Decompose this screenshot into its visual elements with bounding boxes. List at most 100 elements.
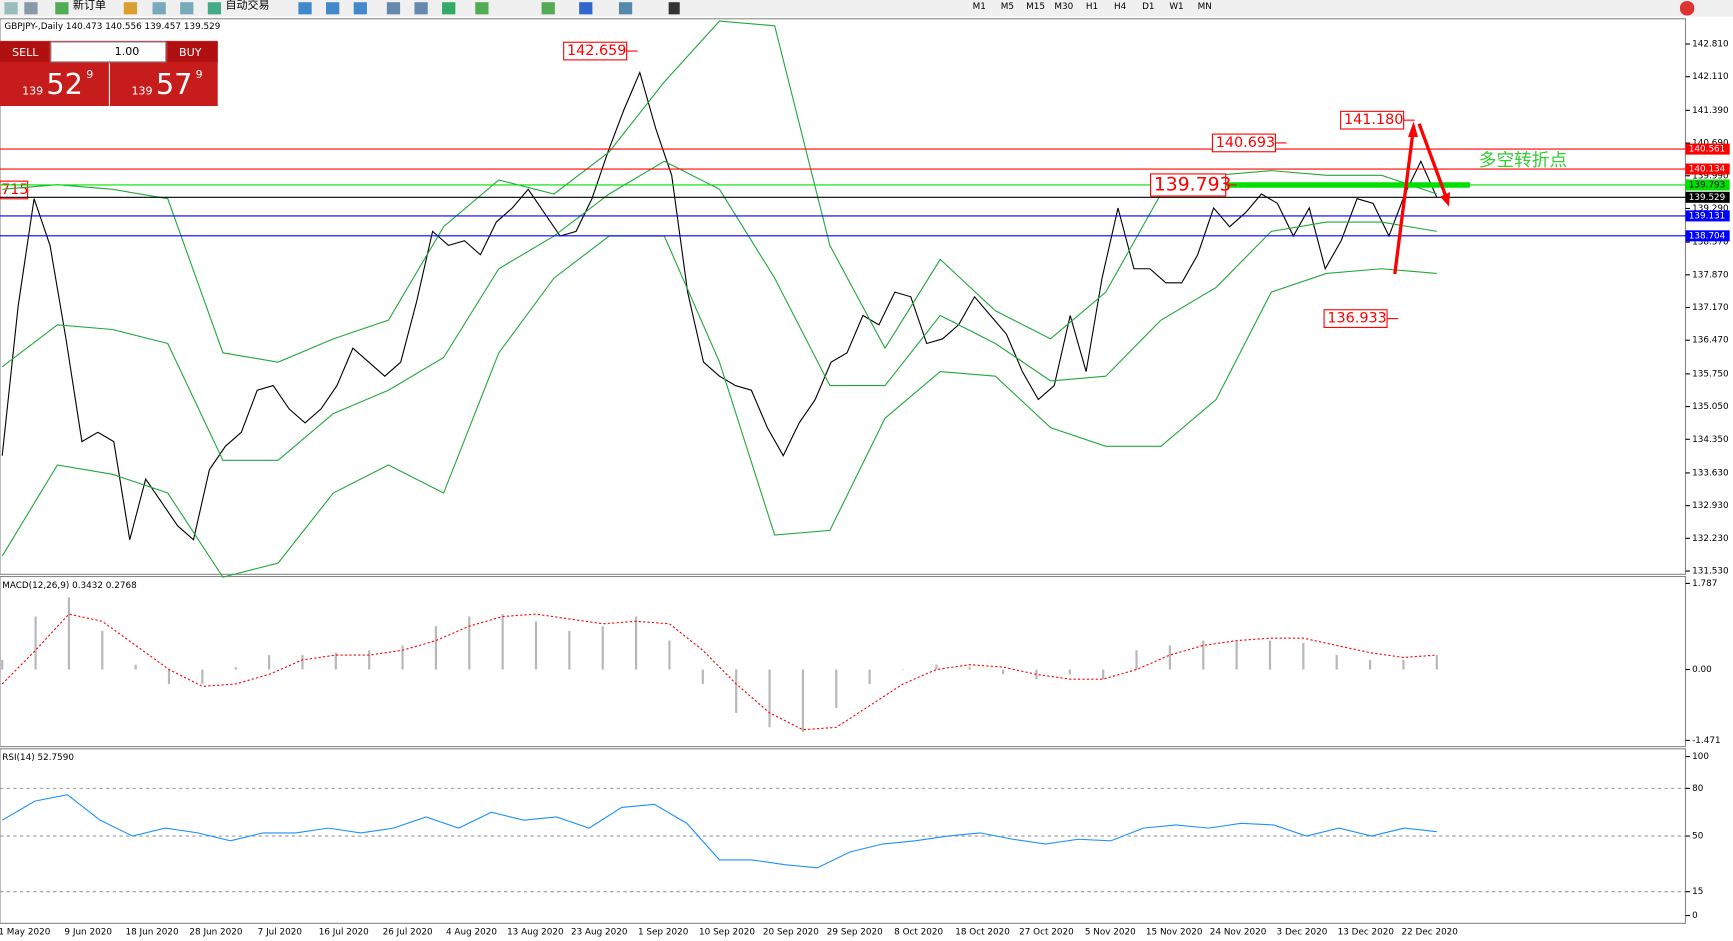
histogram-bar — [668, 640, 671, 670]
x-tick-label: 13 Aug 2020 — [507, 928, 564, 938]
timeframe[interactable]: W1 — [1169, 2, 1183, 12]
icon[interactable] — [152, 2, 166, 15]
histogram-bar — [935, 664, 938, 670]
histogram-bar — [901, 669, 905, 671]
x-tick-label: 23 Aug 2020 — [571, 928, 628, 938]
icon[interactable] — [123, 2, 138, 15]
histogram-bar — [634, 616, 638, 670]
buy-small: 9 — [196, 68, 203, 81]
histogram-bar — [401, 645, 404, 670]
histogram-bar — [1168, 645, 1172, 670]
icon[interactable] — [55, 2, 69, 15]
x-tick-label: 27 Oct 2020 — [1019, 928, 1074, 938]
icon[interactable] — [414, 2, 428, 15]
icon[interactable] — [326, 2, 340, 15]
series-line — [1, 613, 1437, 731]
y-tick-label: 137.170 — [1692, 303, 1729, 313]
y-tick-label: 139.290 — [1692, 204, 1729, 214]
histogram-bar — [67, 597, 71, 670]
icon[interactable] — [24, 2, 38, 15]
icon[interactable] — [180, 2, 194, 15]
histogram-bar — [1302, 643, 1305, 670]
timeframe[interactable]: M15 — [1026, 2, 1045, 12]
buy-button[interactable] — [167, 41, 218, 62]
icon[interactable] — [541, 2, 555, 15]
series-line — [1, 235, 1437, 578]
buy[interactable]: BUY — [179, 46, 202, 59]
sell-big: 139 — [22, 85, 43, 98]
level-tag — [1685, 179, 1730, 191]
y-tick-label: 131.530 — [1692, 567, 1729, 577]
y-tick-label: 139.990 — [1692, 171, 1729, 181]
histogram-bar — [968, 667, 971, 670]
x-tick-label: 24 Nov 2020 — [1210, 928, 1267, 938]
lot-input[interactable] — [50, 41, 167, 63]
macd-pane — [0, 575, 1687, 748]
x-tick-label: 13 Dec 2020 — [1338, 928, 1395, 938]
histogram-bar — [601, 626, 604, 670]
auto-trading[interactable]: 自动交易 — [225, 0, 269, 12]
sell-button[interactable] — [0, 41, 49, 62]
histogram-bar — [835, 669, 838, 709]
y-tick-label: 135.050 — [1692, 402, 1729, 412]
histogram-bar — [234, 667, 237, 670]
icon[interactable] — [4, 2, 18, 15]
icon[interactable] — [353, 2, 367, 15]
x-tick-label: 22 Dec 2020 — [1402, 928, 1459, 938]
icon[interactable] — [207, 2, 222, 15]
timeframe[interactable]: M1 — [973, 2, 986, 12]
y-tick-label: 80 — [1692, 784, 1704, 794]
icon[interactable] — [475, 2, 489, 15]
histogram-bar — [1268, 640, 1272, 670]
level-label: 140.561 — [1689, 145, 1726, 155]
annotation: 142.659 — [567, 43, 626, 59]
new-order[interactable]: 新订单 — [73, 0, 106, 12]
icon[interactable] — [579, 2, 593, 15]
histogram-bar — [434, 626, 438, 670]
timeframe[interactable]: M5 — [1001, 2, 1014, 12]
icon[interactable] — [386, 2, 401, 15]
y-tick-label: 142.810 — [1692, 40, 1729, 50]
timeframe[interactable]: MN — [1198, 2, 1212, 12]
x-tick-label: 28 Jun 2020 — [189, 928, 243, 938]
lot[interactable]: 1.00 — [115, 45, 140, 58]
x-tick-label: 7 Jul 2020 — [258, 928, 303, 938]
arrow-up — [1393, 126, 1416, 275]
icon[interactable] — [668, 2, 680, 15]
x-tick-label: 18 Jun 2020 — [126, 928, 180, 938]
timeframe[interactable]: D1 — [1142, 2, 1154, 12]
histogram-bar — [468, 616, 471, 670]
icon[interactable] — [298, 2, 312, 15]
plot: 142.810 142.110 141.390 140.690 139.990 139.2… — [0, 20, 1730, 938]
annotation-note: 多空转折点 — [1479, 150, 1567, 171]
histogram-bar — [1102, 669, 1105, 680]
arrow-down — [1417, 123, 1449, 200]
timeframe[interactable]: M30 — [1054, 2, 1073, 12]
level-tag — [1685, 163, 1730, 175]
histogram-bar — [1068, 669, 1071, 675]
alert-icon[interactable] — [1679, 1, 1695, 16]
icon[interactable] — [442, 2, 456, 15]
annotation: 140.693 — [1216, 135, 1275, 151]
histogram-bar — [167, 669, 171, 684]
sell[interactable]: SELL — [12, 46, 39, 59]
timeframe[interactable]: H4 — [1114, 2, 1127, 12]
histogram-bar — [101, 630, 104, 670]
timeframe[interactable]: H1 — [1086, 2, 1098, 12]
level-tag — [1685, 230, 1730, 242]
arrow-head — [1440, 192, 1451, 207]
icon[interactable] — [618, 2, 633, 15]
rsi-label: RSI(14) 52.7590 — [2, 753, 74, 763]
series-line — [1, 70, 1438, 541]
y-tick-label: 0 — [1692, 911, 1698, 921]
timeframes: M1 M5 M15 M30 H1 H4 D1 W1 MN — [973, 2, 1212, 12]
histogram-bar — [534, 621, 538, 670]
histogram-bar — [501, 614, 504, 670]
histogram-bar — [801, 669, 805, 733]
histogram-bar — [735, 669, 738, 713]
histogram-bar — [1, 659, 4, 670]
x-tick-label: 26 Jul 2020 — [383, 928, 433, 938]
x-tick-label: 15 Nov 2020 — [1146, 928, 1203, 938]
level-label: 139.131 — [1689, 211, 1726, 221]
